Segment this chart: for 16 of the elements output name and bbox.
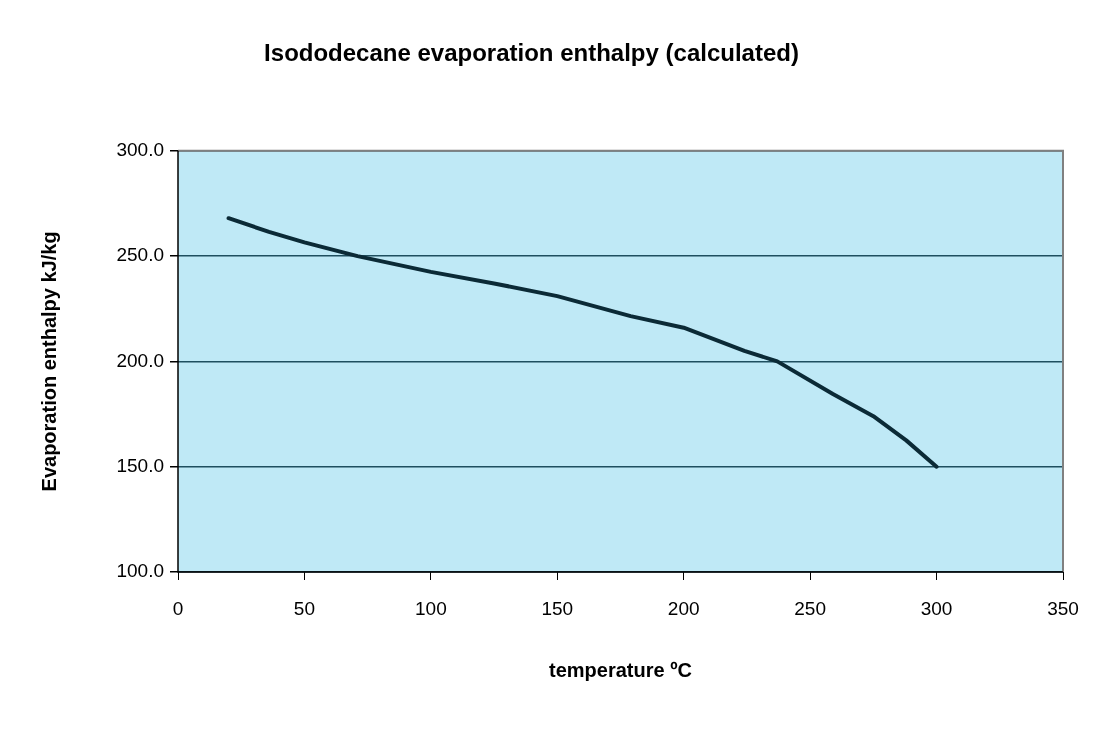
y-tick-label: 150.0 [116,454,164,476]
y-tick-label: 100.0 [116,560,164,582]
x-tick-label: 200 [667,597,700,619]
y-tick-label: 300.0 [116,139,164,161]
x-tick-label: 350 [1047,597,1079,619]
x-tick-label: 50 [293,597,315,619]
y-tick-label: 200.0 [116,349,164,371]
x-tick-label: 250 [794,597,826,619]
y-tick-label: 250.0 [116,244,164,266]
x-axis-title: temperature ºC [549,658,692,681]
x-tick-label: 0 [172,597,184,619]
x-tick-label: 150 [541,597,574,619]
x-tick-label: 300 [920,597,953,619]
chart-title: Isododecane evaporation enthalpy (calculated) [264,39,799,67]
x-tick-label: 100 [415,597,447,619]
y-axis-title: Evaporation enthalpy kJ/kg [37,231,60,492]
